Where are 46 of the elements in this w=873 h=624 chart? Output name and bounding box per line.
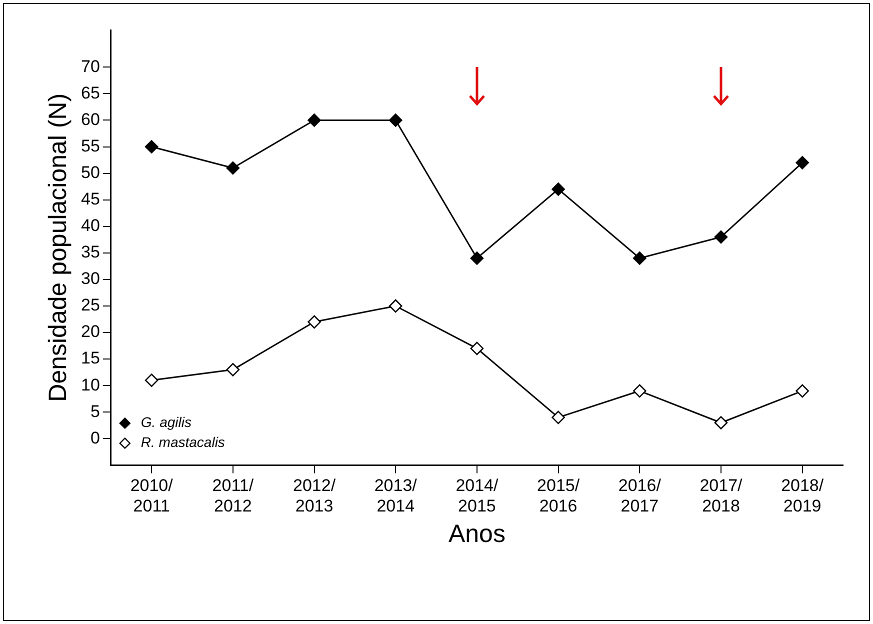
- point: [796, 156, 809, 170]
- point: [144, 140, 158, 154]
- y-axis-title: Densidade populacional (N): [44, 93, 72, 402]
- y-tick-label: 15: [80, 348, 100, 368]
- x-tick-label: 2018/2019: [781, 476, 824, 516]
- y-tick-label: 60: [80, 110, 100, 129]
- point: [552, 410, 565, 424]
- point: [388, 299, 402, 313]
- y-tick-label: 30: [80, 269, 100, 288]
- x-tick-label: 2012/2013: [292, 476, 336, 516]
- point: [632, 252, 646, 265]
- y-tick-label: 40: [80, 216, 100, 236]
- y-tick-label: 55: [80, 136, 100, 156]
- y-tick-label: 70: [80, 56, 100, 76]
- legend-label: R. mastacalis: [140, 434, 225, 450]
- y-tick-label: 20: [80, 322, 100, 342]
- point: [226, 161, 240, 175]
- x-tick-label: 2016/2017: [618, 476, 662, 516]
- x-tick-label: 2011/2012: [212, 476, 254, 516]
- y-tick-label: 10: [80, 375, 100, 394]
- y-tick-label: 50: [80, 162, 100, 182]
- legend-label: G. agilis: [140, 414, 192, 430]
- y-tick-label: 65: [80, 83, 100, 102]
- point: [388, 114, 402, 127]
- x-tick-label: 2013/2014: [374, 476, 418, 516]
- x-tick-label: 2015/2016: [537, 476, 580, 516]
- point: [470, 342, 484, 356]
- y-tick-label: 45: [80, 190, 100, 209]
- point: [796, 384, 809, 398]
- point: [714, 416, 728, 430]
- y-tick-label: 35: [80, 242, 100, 262]
- point: [226, 363, 240, 376]
- x-tick-label: 2010/2011: [130, 476, 174, 516]
- y-tick-label: 25: [80, 296, 100, 315]
- y-tick-label: 0: [90, 428, 100, 448]
- point: [308, 114, 321, 127]
- y-tick-label: 5: [90, 402, 100, 421]
- point: [632, 384, 646, 398]
- x-axis-title: Anos: [448, 520, 506, 548]
- point: [308, 315, 321, 329]
- point: [470, 252, 484, 265]
- point: [144, 374, 158, 387]
- point: [552, 182, 565, 196]
- x-tick-label: 2014/2015: [456, 476, 498, 516]
- point: [714, 230, 728, 244]
- x-tick-label: 2017/2018: [700, 476, 743, 516]
